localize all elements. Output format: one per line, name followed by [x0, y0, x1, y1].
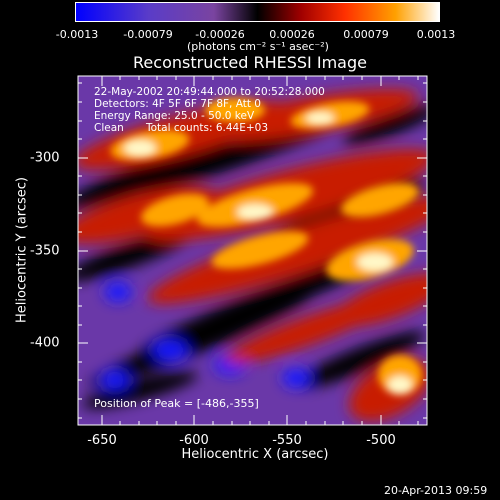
image-feature	[282, 368, 310, 388]
image-feature	[147, 196, 427, 304]
colorbar-tick: 0.00079	[343, 28, 389, 41]
x-tick-label: -650	[87, 433, 117, 448]
time-range-label: 22-May-2002 20:49:44.000 to 20:52:28.000	[94, 86, 325, 98]
peak-position-label: Position of Peak = [-486,-355]	[94, 397, 259, 410]
total-counts-label: Total counts: 6.44E+03	[146, 122, 269, 134]
image-feature	[294, 331, 426, 389]
image-feature	[388, 376, 412, 394]
colorbar-tick: 0.0013	[416, 28, 456, 41]
image-feature	[237, 204, 273, 220]
image-title: Reconstructed RHESSI Image	[133, 53, 367, 72]
colorbar-tick: -0.00026	[195, 28, 245, 41]
colorbar	[75, 2, 440, 22]
detectors-label: Detectors: 4F 5F 6F 7F 8F, Att 0	[94, 98, 261, 110]
image-feature	[152, 340, 188, 360]
image-feature	[81, 371, 199, 409]
x-tick-label: -600	[179, 433, 209, 448]
image-feature	[78, 141, 235, 209]
x-axis-label: Heliocentric X (arcsec)	[181, 447, 329, 462]
image-feature	[205, 98, 265, 122]
x-tick-label: -500	[366, 433, 396, 448]
method-label: Clean	[94, 122, 124, 134]
image-feature	[140, 193, 210, 227]
image-feature	[225, 296, 395, 364]
image-feature	[342, 105, 427, 145]
y-tick-label: -400	[30, 335, 60, 351]
image-feature	[101, 371, 129, 389]
generation-date: 20-Apr-2013 09:59	[384, 484, 488, 497]
colorbar-tick: 0.00026	[269, 28, 315, 41]
image-feature	[306, 112, 334, 124]
image-feature	[78, 228, 196, 282]
colorbar-tick: -0.00079	[123, 28, 173, 41]
y-tick-label: -350	[30, 243, 60, 259]
y-tick-label: -300	[30, 150, 60, 166]
image-feature	[104, 282, 132, 302]
y-axis-label: Heliocentric Y (arcsec)	[14, 177, 30, 323]
colorbar-tick: -0.0013	[55, 28, 99, 41]
image-feature	[124, 140, 156, 156]
image-feature	[357, 253, 393, 271]
image-feature	[211, 231, 309, 269]
image-feature	[88, 293, 312, 387]
energy-range-label: Energy Range: 25.0 - 50.0 keV	[94, 110, 255, 122]
x-tick-label: -550	[272, 433, 302, 448]
colorbar-unit-label: (photons cm⁻² s⁻¹ asec⁻²)	[187, 40, 329, 53]
image-feature	[341, 182, 419, 218]
